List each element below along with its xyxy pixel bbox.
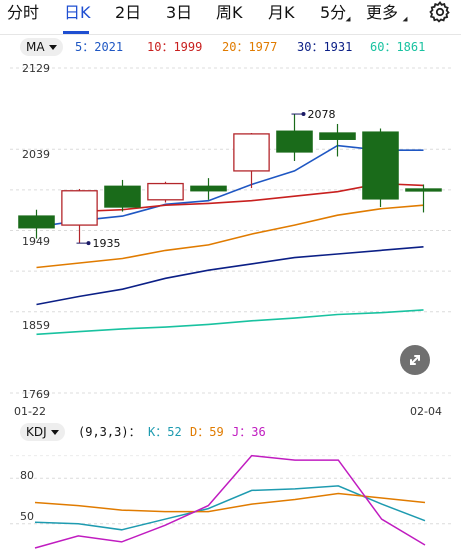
candle-body-down	[276, 130, 313, 153]
candle-body-down	[18, 215, 55, 229]
candlestick	[362, 128, 399, 208]
date-start-label: 01-22	[14, 405, 46, 418]
dropdown-corner-icon	[345, 16, 351, 22]
annotation-label: 1935	[93, 237, 121, 250]
kdj-indicator-label: KDJ	[26, 425, 47, 439]
kdj-tick-label: 50	[20, 510, 34, 523]
kdj-j-value: J：36	[232, 425, 266, 439]
ma-line-ma30	[36, 246, 424, 306]
ma-line-ma20	[36, 204, 424, 269]
tab-5-min[interactable]: 5分	[320, 3, 347, 22]
ma20-value: 20：1977	[222, 40, 278, 54]
ma-line-ma60	[36, 309, 424, 336]
tab-daily-k[interactable]: 日K	[64, 3, 91, 22]
ma-indicator-label: MA	[26, 40, 45, 54]
period-tabs: 分时 日K 2日 3日 周K 月K 5分 更多	[0, 0, 461, 35]
candlestick	[190, 178, 227, 200]
candlestick	[319, 123, 356, 157]
kdj-indicator-selector[interactable]: KDJ	[20, 423, 65, 441]
annotation-label: 2078	[308, 108, 336, 121]
candle-body-down	[405, 188, 442, 192]
ma-indicator-selector[interactable]: MA	[20, 38, 63, 56]
ma30-value: 30：1931	[297, 40, 353, 54]
candlestick	[276, 114, 313, 161]
gear-icon[interactable]	[428, 0, 452, 24]
active-tab-underline	[63, 31, 89, 34]
expand-icon	[410, 355, 420, 365]
ma10-value: 10：1999	[147, 40, 203, 54]
candlestick	[104, 179, 141, 212]
kdj-d-value: D：59	[190, 425, 224, 439]
annotation-dot	[301, 112, 306, 117]
ma-line-ma5	[36, 144, 424, 228]
candle-body-down	[190, 185, 227, 192]
kdj-chart[interactable]	[0, 440, 461, 550]
tab-3-day[interactable]: 3日	[166, 3, 193, 22]
candle-body-down	[104, 185, 141, 208]
fullscreen-button[interactable]	[400, 345, 430, 375]
kdj-line-d	[34, 492, 426, 513]
chevron-down-icon	[50, 430, 59, 435]
candle-body-up	[61, 190, 98, 226]
annotation-dot	[86, 241, 91, 246]
price-tick-label: 2039	[22, 148, 50, 161]
price-tick-label: 2129	[22, 62, 50, 75]
kdj-line-j	[34, 454, 426, 549]
tab-more[interactable]: 更多	[366, 3, 399, 22]
candle-body-up	[147, 182, 184, 201]
candlestick	[18, 209, 55, 239]
candle-body-up	[233, 133, 270, 172]
kdj-k-value: K：52	[148, 425, 182, 439]
candle-body-down	[362, 131, 399, 200]
price-tick-label: 1949	[22, 235, 50, 248]
candlestick	[233, 133, 270, 189]
chevron-down-icon	[48, 45, 57, 50]
candlestick-chart[interactable]: 1935 2078	[0, 60, 461, 405]
tab-intraday[interactable]: 分时	[7, 3, 40, 22]
candlestick	[147, 181, 184, 203]
candlestick	[405, 184, 442, 213]
tab-monthly-k[interactable]: 月K	[268, 3, 295, 22]
candlestick	[61, 188, 98, 244]
candle-body-down	[319, 132, 356, 140]
price-tick-label: 1859	[22, 319, 50, 332]
price-tick-label: 1769	[22, 388, 50, 401]
tab-2-day[interactable]: 2日	[115, 3, 142, 22]
ma5-value: 5：2021	[75, 40, 124, 54]
ma60-value: 60：1861	[370, 40, 426, 54]
tab-weekly-k[interactable]: 周K	[216, 3, 243, 22]
kdj-tick-label: 80	[20, 469, 34, 482]
date-end-label: 02-04	[410, 405, 442, 418]
kdj-params: (9,3,3)：	[78, 425, 141, 439]
dropdown-corner-icon	[402, 16, 408, 22]
